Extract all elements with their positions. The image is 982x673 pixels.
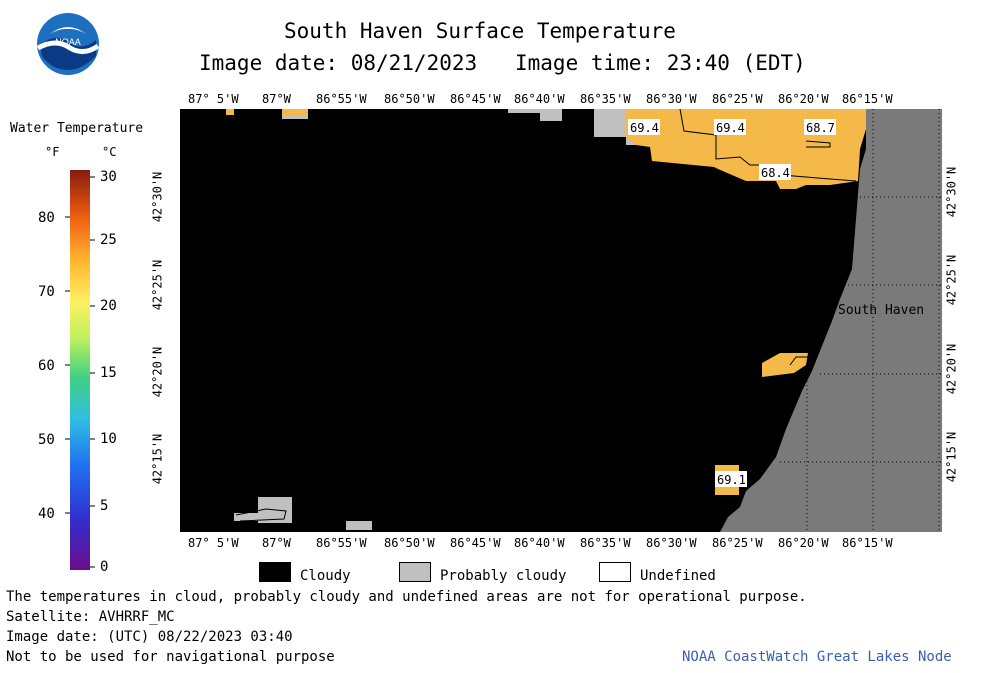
noaa-logo: NOAA [36, 12, 100, 76]
place-label-south-haven: South Haven [838, 303, 924, 318]
legend-f-tick: 80 [38, 210, 55, 226]
south-haven-marker [831, 294, 839, 302]
utc-date-text: Image date: (UTC) 08/22/2023 03:40 [6, 629, 293, 645]
lon-label-top: 87° 5'W [188, 92, 239, 106]
nav-note-text: Not to be used for navigational purpose [6, 649, 335, 665]
lon-label-bottom: 86°45'W [450, 536, 501, 550]
legend-f-tick: 60 [38, 358, 55, 374]
lat-label-left: 42°20'N [150, 347, 164, 398]
lon-label-top: 86°35'W [580, 92, 631, 106]
image-time-label: Image time: 23:40 (EDT) [515, 51, 806, 75]
lon-label-bottom: 86°55'W [316, 536, 367, 550]
legend-f-tick: 40 [38, 506, 55, 522]
probably-cloudy-swatch [399, 562, 431, 582]
cloudy-key-label: Cloudy [300, 568, 351, 584]
undefined-key-label: Undefined [640, 568, 716, 584]
lat-label-right: 42°15'N [944, 432, 958, 483]
lon-label-top: 86°45'W [450, 92, 501, 106]
lon-label-top: 86°55'W [316, 92, 367, 106]
lon-label-bottom: 87° 5'W [188, 536, 239, 550]
temperature-map: 69.4 69.4 68.7 68.4 69.1 [180, 109, 942, 532]
lat-label-left: 42°25'N [150, 260, 164, 311]
satellite-text: Satellite: AVHRRF_MC [6, 609, 175, 625]
lat-label-right: 42°20'N [944, 344, 958, 395]
disclaimer-text: The temperatures in cloud, probably clou… [6, 589, 807, 605]
image-date-label: Image date: 08/21/2023 [199, 51, 477, 75]
temp-label: 69.4 [716, 121, 745, 135]
lon-label-bottom: 87°W [262, 536, 291, 550]
lon-label-top: 86°40'W [514, 92, 565, 106]
lon-label-bottom: 86°40'W [514, 536, 565, 550]
lon-label-bottom: 86°20'W [778, 536, 829, 550]
legend-title: Water Temperature [10, 121, 143, 136]
legend-c-tick: 10 [100, 431, 117, 447]
legend-unit-f: °F [45, 145, 59, 159]
lat-label-right: 42°25'N [944, 255, 958, 306]
lon-label-top: 86°20'W [778, 92, 829, 106]
legend-c-tick: 25 [100, 232, 117, 248]
temp-label: 68.7 [806, 121, 835, 135]
temp-label: 69.1 [717, 473, 746, 487]
lon-label-bottom: 86°25'W [712, 536, 763, 550]
lon-label-top: 86°50'W [384, 92, 435, 106]
probably-cloudy-key-label: Probably cloudy [440, 568, 566, 584]
credit-text: NOAA CoastWatch Great Lakes Node [682, 649, 952, 665]
lon-label-top: 86°30'W [646, 92, 697, 106]
legend-c-tick: 15 [100, 365, 117, 381]
lon-label-top: 87°W [262, 92, 291, 106]
lon-label-top: 86°15'W [842, 92, 893, 106]
lon-label-bottom: 86°50'W [384, 536, 435, 550]
legend-c-tick: 0 [100, 559, 108, 575]
temp-label: 68.4 [761, 166, 790, 180]
lat-label-right: 42°30'N [944, 167, 958, 218]
cloudy-swatch [259, 562, 291, 582]
lat-label-left: 42°15'N [150, 434, 164, 485]
page-title: South Haven Surface Temperature [284, 19, 676, 43]
temperature-color-bar [60, 170, 100, 575]
temp-label: 69.4 [630, 121, 659, 135]
lat-label-left: 42°30'N [150, 172, 164, 223]
legend-c-tick: 20 [100, 298, 117, 314]
legend-f-tick: 70 [38, 284, 55, 300]
lon-label-bottom: 86°15'W [842, 536, 893, 550]
lon-label-top: 86°25'W [712, 92, 763, 106]
lon-label-bottom: 86°30'W [646, 536, 697, 550]
legend-f-tick: 50 [38, 432, 55, 448]
undefined-swatch [599, 562, 631, 582]
legend-c-tick: 30 [100, 169, 117, 185]
legend-unit-c: °C [102, 145, 116, 159]
lon-label-bottom: 86°35'W [580, 536, 631, 550]
legend-c-tick: 5 [100, 498, 108, 514]
noaa-logo-text: NOAA [55, 37, 81, 47]
